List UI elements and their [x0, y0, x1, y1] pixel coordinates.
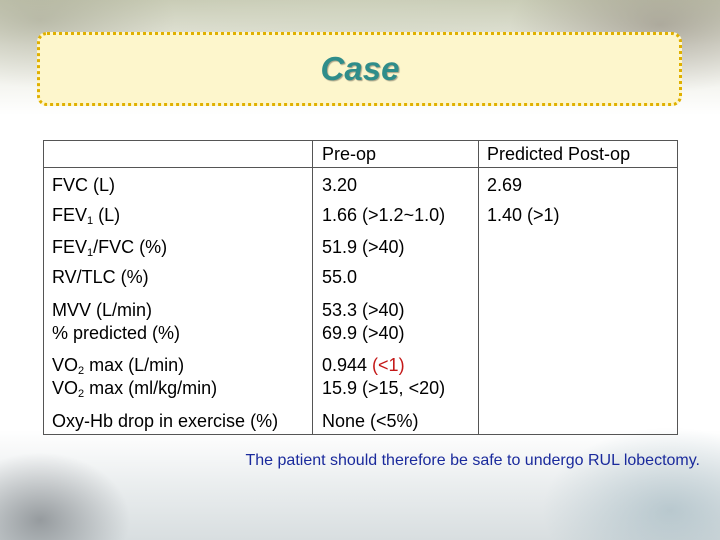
vo2-warning-value: (<1)	[372, 355, 405, 375]
slide-title: Case	[320, 50, 400, 87]
column-divider-1	[312, 140, 313, 435]
row-fvc-postop: 2.69	[487, 175, 523, 195]
row-fvc-label: FVC (L)	[52, 175, 115, 195]
row-vo2-label-1: VO2 max (L/min)	[52, 355, 185, 377]
row-oxyhb-label: Oxy-Hb drop in exercise (%)	[52, 411, 279, 431]
row-mvv-label-2: % predicted (%)	[52, 323, 181, 343]
row-rv-tlc-label: RV/TLC (%)	[52, 267, 149, 287]
title-box	[37, 32, 682, 106]
conclusion-text: The patient should therefore be safe to …	[245, 452, 701, 469]
background-photo-surgeon	[480, 400, 720, 540]
row-fev1-postop: 1.40 (>1)	[487, 205, 560, 225]
background-photo-laryngoscope	[0, 420, 170, 540]
header-predicted-postop: Predicted Post-op	[487, 144, 631, 164]
row-fvc-preop: 3.20	[322, 175, 358, 195]
row-fev1-fvc-preop: 51.9 (>40)	[322, 237, 405, 257]
row-mvv-preop-1: 53.3 (>40)	[322, 300, 405, 320]
table-frame	[43, 140, 678, 435]
row-rv-tlc-preop: 55.0	[322, 267, 358, 287]
header-preop: Pre-op	[322, 144, 377, 164]
row-fev1-label: FEV1 (L)	[52, 205, 121, 227]
row-oxyhb-preop: None (<5%)	[322, 411, 419, 431]
row-vo2-label-2: VO2 max (ml/kg/min)	[52, 378, 218, 400]
row-vo2-preop-2: 15.9 (>15, <20)	[322, 378, 446, 398]
row-mvv-label-1: MVV (L/min)	[52, 300, 153, 320]
row-vo2-preop-1: 0.944 (<1)	[322, 355, 405, 375]
row-fev1-preop: 1.66 (>1.2~1.0)	[322, 205, 446, 225]
row-fev1-fvc-label: FEV1/FVC (%)	[52, 237, 168, 259]
column-divider-2	[478, 140, 479, 435]
row-mvv-preop-2: 69.9 (>40)	[322, 323, 405, 343]
